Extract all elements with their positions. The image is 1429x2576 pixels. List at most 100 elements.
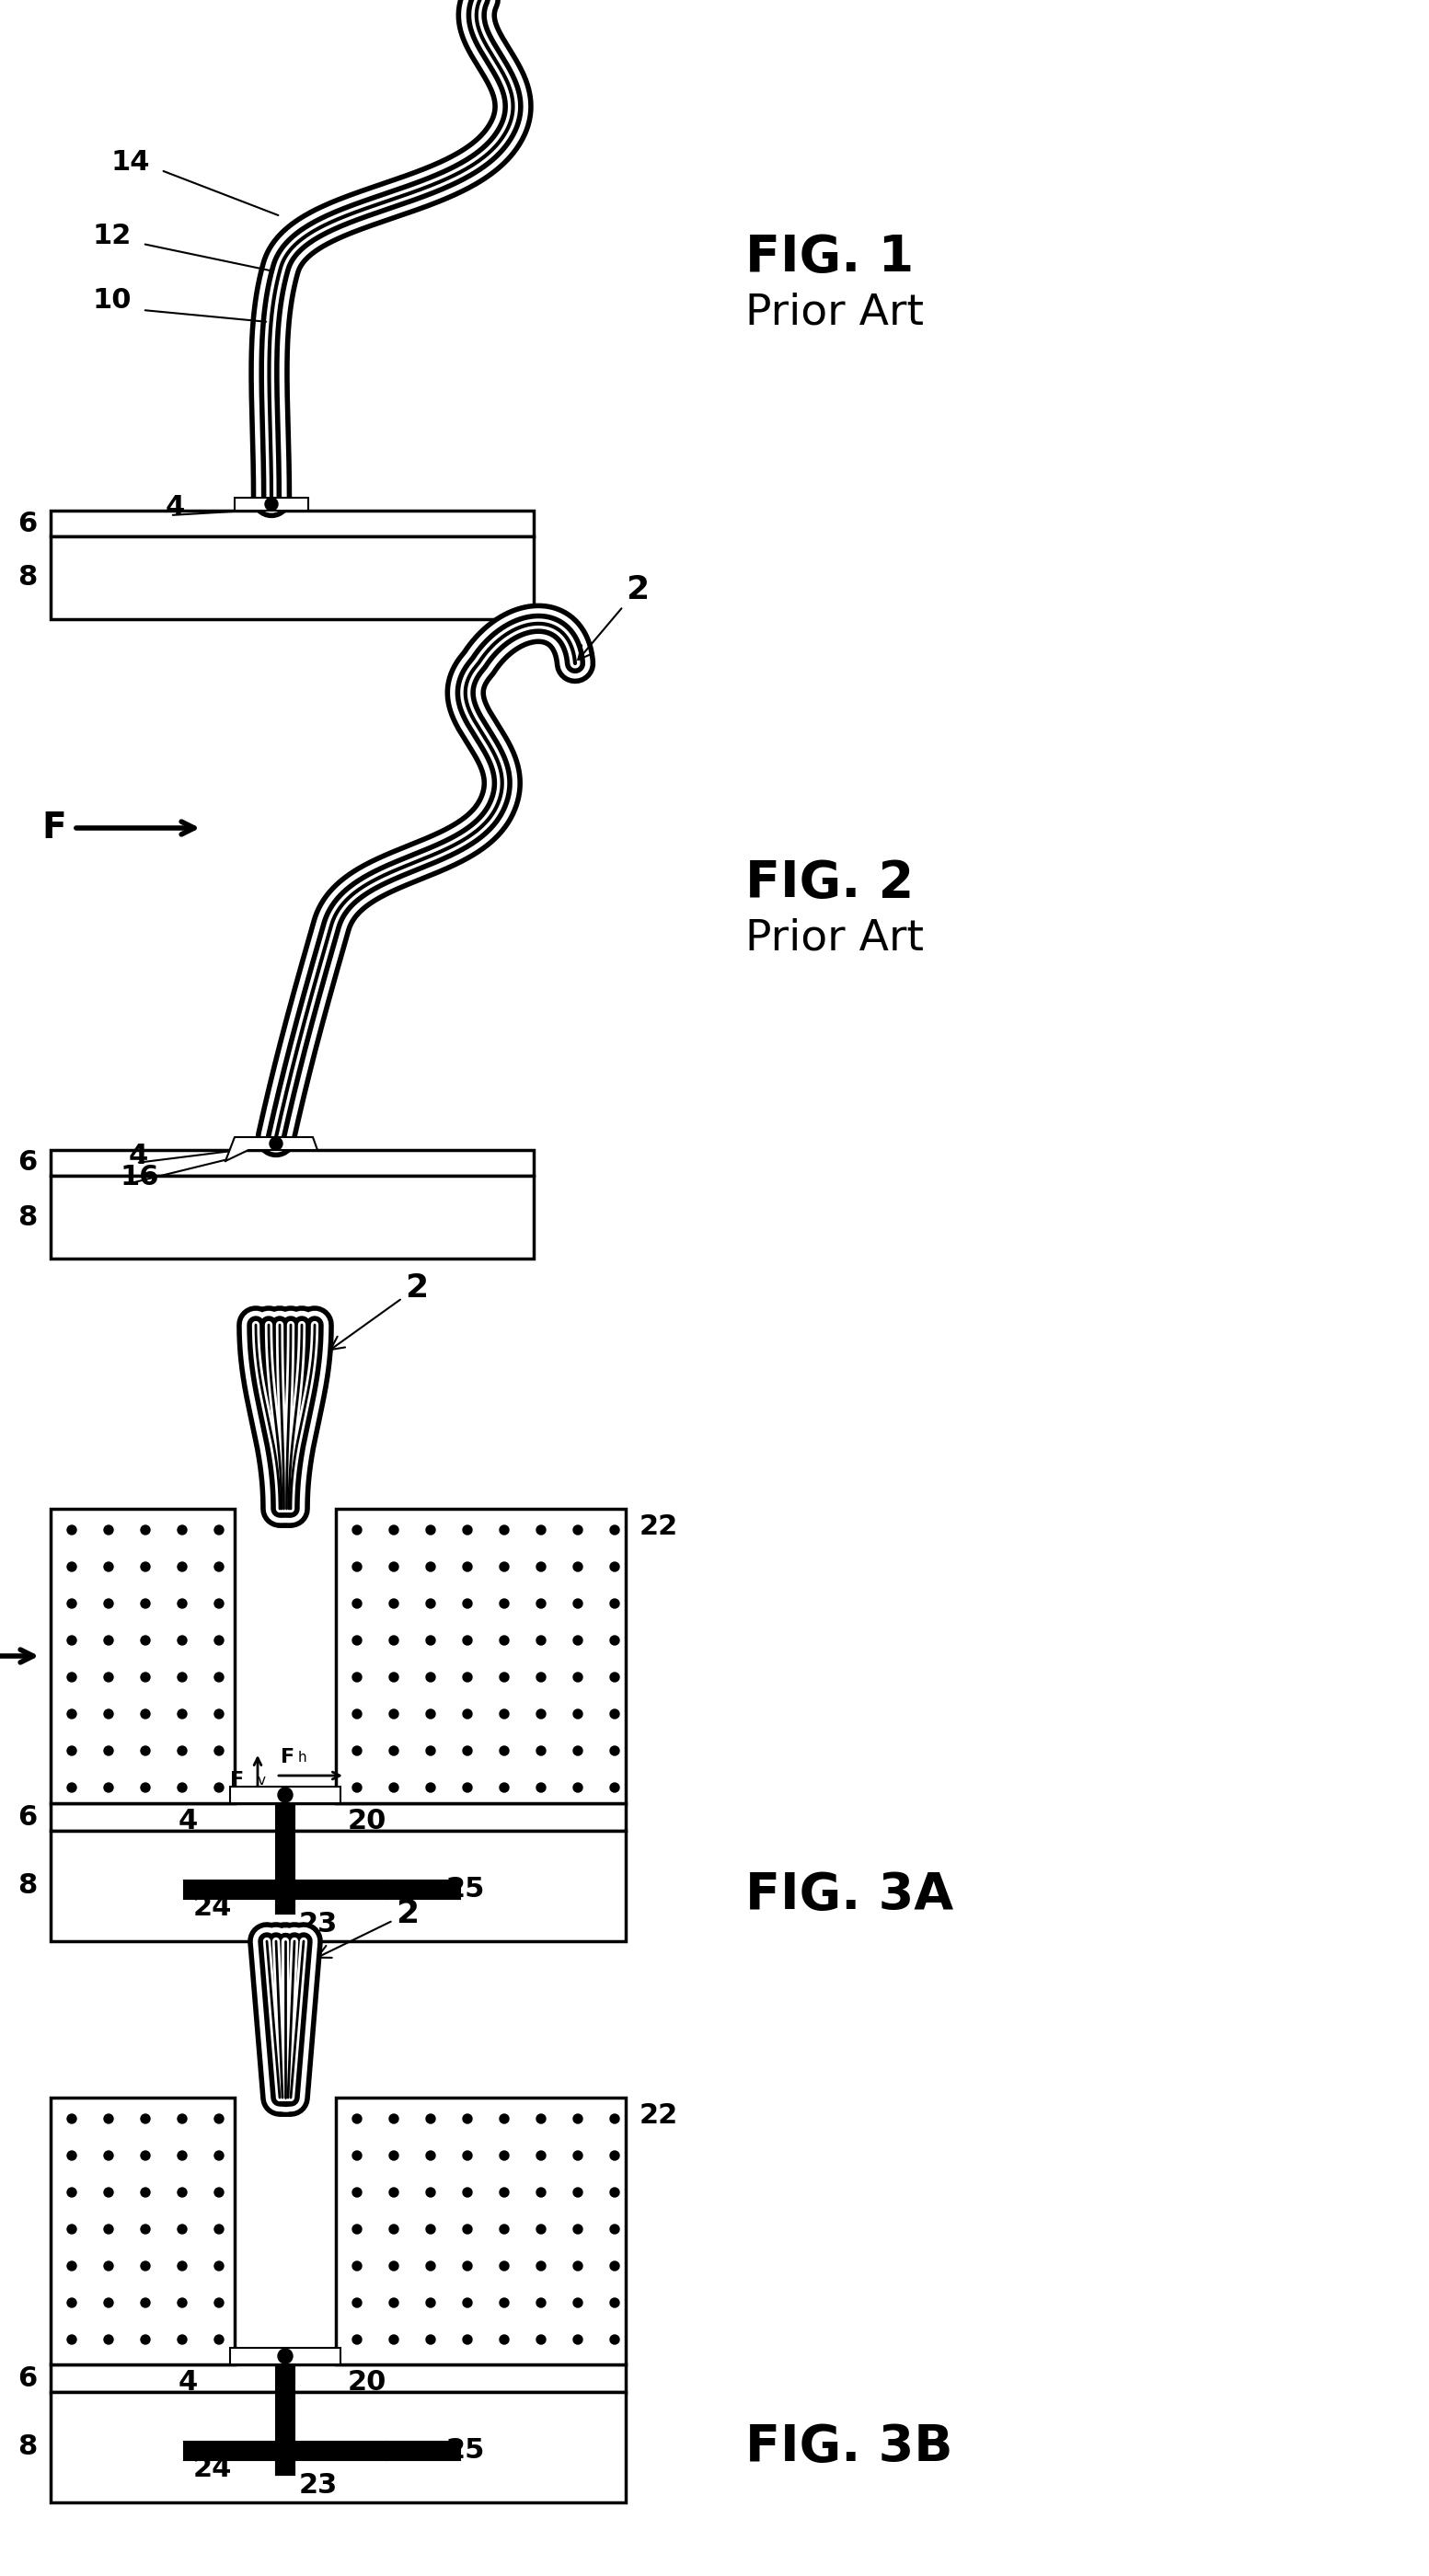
Circle shape xyxy=(426,1636,436,1646)
Circle shape xyxy=(177,1747,187,1754)
Circle shape xyxy=(536,1710,546,1718)
Text: 8: 8 xyxy=(17,1873,37,1899)
Circle shape xyxy=(214,2298,223,2308)
Circle shape xyxy=(389,2298,399,2308)
Circle shape xyxy=(264,497,277,510)
Circle shape xyxy=(536,1783,546,1793)
Circle shape xyxy=(389,1561,399,1571)
Circle shape xyxy=(426,1747,436,1754)
Bar xyxy=(50,1803,626,1832)
Circle shape xyxy=(500,1783,509,1793)
Circle shape xyxy=(573,1636,583,1646)
Circle shape xyxy=(500,2187,509,2197)
Circle shape xyxy=(500,1710,509,1718)
Circle shape xyxy=(353,2298,362,2308)
Circle shape xyxy=(353,1672,362,1682)
Circle shape xyxy=(177,2151,187,2161)
Circle shape xyxy=(353,1600,362,1607)
Circle shape xyxy=(141,2187,150,2197)
Circle shape xyxy=(426,2262,436,2269)
Circle shape xyxy=(141,1710,150,1718)
Circle shape xyxy=(104,1783,113,1793)
Circle shape xyxy=(463,2226,472,2233)
Bar xyxy=(184,2442,386,2460)
Text: 20: 20 xyxy=(347,1808,387,1834)
Circle shape xyxy=(536,1747,546,1754)
Bar xyxy=(50,1510,234,1803)
Circle shape xyxy=(500,2334,509,2344)
Text: 2: 2 xyxy=(317,1899,419,1958)
Circle shape xyxy=(573,2334,583,2344)
Circle shape xyxy=(463,1525,472,1535)
Circle shape xyxy=(177,2334,187,2344)
Circle shape xyxy=(536,2262,546,2269)
Circle shape xyxy=(426,1783,436,1793)
Text: v: v xyxy=(257,1775,266,1788)
Circle shape xyxy=(177,1636,187,1646)
Bar xyxy=(50,2365,626,2393)
Circle shape xyxy=(353,2187,362,2197)
Circle shape xyxy=(277,1788,293,1803)
Bar xyxy=(336,2097,626,2365)
Circle shape xyxy=(353,2226,362,2233)
Circle shape xyxy=(104,2262,113,2269)
Text: 8: 8 xyxy=(17,1203,37,1231)
Circle shape xyxy=(67,2298,76,2308)
Circle shape xyxy=(389,1710,399,1718)
Circle shape xyxy=(610,2262,619,2269)
Circle shape xyxy=(426,1561,436,1571)
Circle shape xyxy=(214,1710,223,1718)
Circle shape xyxy=(141,2334,150,2344)
Circle shape xyxy=(389,2187,399,2197)
Text: 2: 2 xyxy=(579,574,649,659)
Circle shape xyxy=(536,1525,546,1535)
Circle shape xyxy=(104,2334,113,2344)
Circle shape xyxy=(214,2115,223,2123)
Circle shape xyxy=(104,2298,113,2308)
Circle shape xyxy=(214,2151,223,2161)
Circle shape xyxy=(426,2226,436,2233)
Circle shape xyxy=(463,1747,472,1754)
Circle shape xyxy=(177,2187,187,2197)
Circle shape xyxy=(214,1600,223,1607)
Circle shape xyxy=(610,2334,619,2344)
Circle shape xyxy=(214,1747,223,1754)
Circle shape xyxy=(141,1600,150,1607)
Circle shape xyxy=(610,2187,619,2197)
Circle shape xyxy=(177,1525,187,1535)
Circle shape xyxy=(389,2334,399,2344)
Text: 24: 24 xyxy=(193,2455,233,2483)
Circle shape xyxy=(426,2187,436,2197)
Circle shape xyxy=(214,2262,223,2269)
Circle shape xyxy=(270,1136,283,1149)
Circle shape xyxy=(610,2115,619,2123)
Circle shape xyxy=(389,2151,399,2161)
Circle shape xyxy=(389,1525,399,1535)
Circle shape xyxy=(536,2187,546,2197)
Circle shape xyxy=(463,1600,472,1607)
Circle shape xyxy=(177,2115,187,2123)
Bar xyxy=(50,2097,234,2365)
Text: F: F xyxy=(41,811,66,845)
Text: Prior Art: Prior Art xyxy=(746,291,923,332)
Circle shape xyxy=(214,1525,223,1535)
Text: 25: 25 xyxy=(446,2437,486,2465)
Text: FIG. 2: FIG. 2 xyxy=(746,858,915,909)
Circle shape xyxy=(426,2298,436,2308)
Text: FIG. 3B: FIG. 3B xyxy=(746,2421,953,2473)
Text: 10: 10 xyxy=(91,286,131,314)
Circle shape xyxy=(177,1561,187,1571)
Circle shape xyxy=(389,2226,399,2233)
Text: 6: 6 xyxy=(17,510,37,536)
Circle shape xyxy=(214,1783,223,1793)
Text: 22: 22 xyxy=(640,2102,679,2130)
Text: 6: 6 xyxy=(17,2365,37,2391)
Circle shape xyxy=(177,2226,187,2233)
Bar xyxy=(50,1149,533,1175)
Bar xyxy=(230,1788,340,1803)
Text: 4: 4 xyxy=(179,1808,197,1834)
Circle shape xyxy=(214,1561,223,1571)
Circle shape xyxy=(67,1672,76,1682)
Text: 25: 25 xyxy=(446,1875,486,1904)
Circle shape xyxy=(463,2298,472,2308)
